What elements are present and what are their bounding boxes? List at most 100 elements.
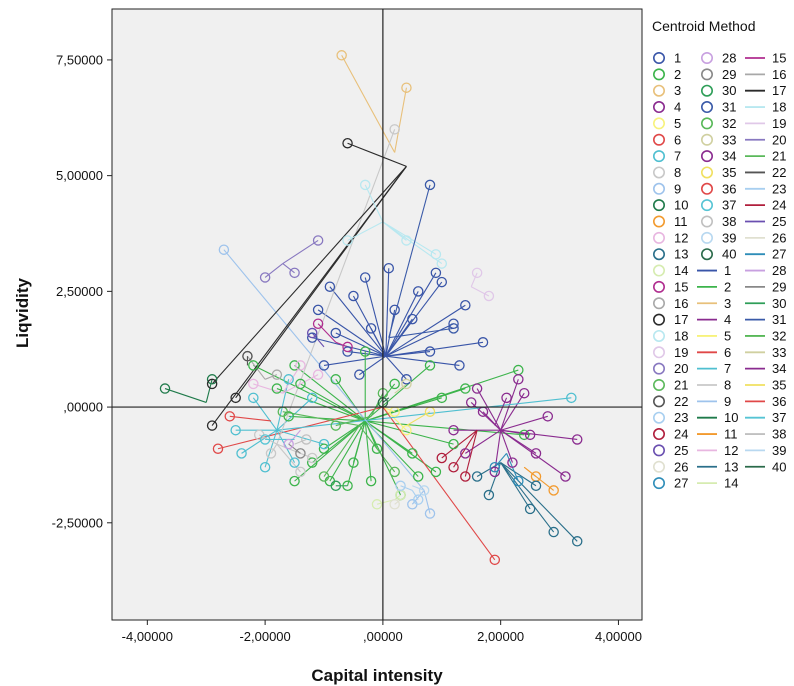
centroid-line-cluster-2 (365, 420, 454, 445)
point-cluster-2 (407, 448, 418, 459)
legend-line-label: 12 (724, 443, 738, 458)
point-cluster-24 (448, 461, 459, 473)
legend-marker-label: 21 (674, 378, 688, 393)
point-cluster-31 (448, 323, 459, 334)
legend-marker-label: 34 (722, 149, 736, 164)
centroid-line-cluster-2 (288, 415, 366, 422)
legend-line-label: 36 (772, 394, 786, 409)
centroid-line-cluster-24 (464, 430, 478, 477)
y-tick-label: ,00000 (63, 400, 103, 415)
centroid-line-cluster-9 (423, 490, 431, 514)
legend-marker-17 (652, 313, 665, 326)
y-tick-label: 7,50000 (56, 52, 103, 67)
point-cluster-8 (295, 466, 306, 478)
point-cluster-7 (318, 438, 330, 450)
legend-marker-37 (700, 199, 713, 212)
legend-marker-label: 8 (674, 165, 681, 180)
point-cluster-2 (306, 457, 318, 468)
legend-line-label: 22 (772, 165, 786, 180)
point-cluster-27 (513, 475, 524, 487)
centroid-line-cluster-1 (347, 350, 386, 357)
legend-marker-label: 15 (674, 279, 688, 294)
point-cluster-7 (289, 457, 300, 468)
legend-marker-35 (700, 166, 713, 179)
legend-marker-24 (652, 428, 665, 441)
centroid-line-cluster-12 (282, 365, 301, 394)
centroid-line-cluster-4 (500, 392, 525, 431)
legend-marker-22 (652, 395, 665, 408)
legend-marker-label: 2 (674, 67, 681, 82)
legend-marker-15 (652, 280, 665, 293)
centroid-line-cluster-17 (235, 166, 407, 399)
legend-line-label: 26 (772, 230, 786, 245)
point-cluster-2 (271, 383, 283, 394)
point-cluster-1 (448, 318, 459, 330)
centroid-line-cluster-2 (347, 420, 366, 486)
legend-line-label: 13 (724, 459, 738, 474)
point-cluster-2 (518, 429, 530, 441)
legend-title: Centroid Method (652, 18, 756, 34)
point-cluster-22 (242, 350, 253, 362)
legend-marker-label: 5 (674, 116, 681, 131)
legend-line-label: 4 (724, 312, 731, 327)
legend-marker-label: 19 (674, 345, 688, 360)
legend-marker-2 (652, 68, 665, 81)
centroid-line-cluster-7 (252, 397, 278, 431)
centroid-line-cluster-18 (364, 184, 384, 223)
centroid-line-cluster-19 (470, 272, 478, 287)
point-cluster-2 (371, 443, 383, 454)
centroid-line-cluster-10 (205, 379, 213, 403)
point-cluster-1 (318, 360, 330, 371)
legend-marker-36 (700, 182, 713, 195)
point-cluster-12 (312, 369, 324, 380)
centroid-line-cluster-36 (229, 415, 272, 422)
legend-line-label: 10 (724, 410, 738, 425)
centroid-line-cluster-2 (329, 420, 366, 482)
point-cluster-7 (306, 392, 318, 404)
point-cluster-19 (471, 267, 483, 279)
point-cluster-17 (206, 378, 218, 390)
x-axis: -4,00000 -2,00000 ,00000 2,00000 4,00000 (122, 620, 642, 644)
point-cluster-4 (518, 387, 530, 399)
point-cluster-12 (295, 360, 306, 371)
legend-marker-38 (700, 215, 713, 228)
point-cluster-1 (342, 346, 353, 357)
point-cluster-36 (224, 411, 236, 422)
centroid-line-cluster-4 (465, 429, 501, 454)
centroid-line-cluster-5 (382, 406, 395, 413)
centroid-line-cluster-20 (264, 263, 284, 278)
point-cluster-23 (395, 480, 406, 492)
centroid-line-cluster-7 (276, 429, 325, 445)
point-cluster-4 (542, 411, 554, 422)
centroid-line-cluster-13 (500, 462, 537, 487)
centroid-line-cluster-10 (164, 388, 207, 403)
x-tick-label: ,00000 (363, 629, 403, 644)
legend-marker-label: 36 (722, 181, 736, 196)
point-cluster-1 (306, 332, 318, 343)
legend-line-label: 23 (772, 181, 786, 196)
point-cluster-2 (430, 466, 442, 478)
point-cluster-2 (424, 360, 436, 371)
legend-marker-label: 22 (674, 394, 688, 409)
centroid-line-cluster-1 (359, 355, 387, 376)
point-cluster-15 (342, 341, 353, 353)
legend-marker-label: 28 (722, 51, 736, 66)
legend-line-label: 7 (724, 361, 731, 376)
point-cluster-13 (483, 489, 495, 501)
legend-marker-label: 1 (674, 51, 681, 66)
legend-line-label: 3 (724, 296, 731, 311)
point-cluster-20 (289, 267, 300, 279)
centroid-line-cluster-20 (282, 239, 319, 265)
legend-marker-23 (652, 411, 665, 424)
point-cluster-13 (471, 471, 483, 482)
legend-line-label: 31 (772, 312, 786, 327)
centroid-line-cluster-23 (411, 490, 419, 500)
centroid-line-cluster-6 (382, 406, 496, 561)
legend-marker-label: 10 (674, 198, 688, 213)
legend-marker-label: 31 (722, 100, 736, 115)
legend-marker-label: 27 (674, 476, 688, 491)
point-cluster-2 (330, 374, 342, 385)
legend-line-label: 17 (772, 83, 786, 98)
point-cluster-4 (460, 448, 471, 459)
point-cluster-1 (454, 360, 465, 371)
